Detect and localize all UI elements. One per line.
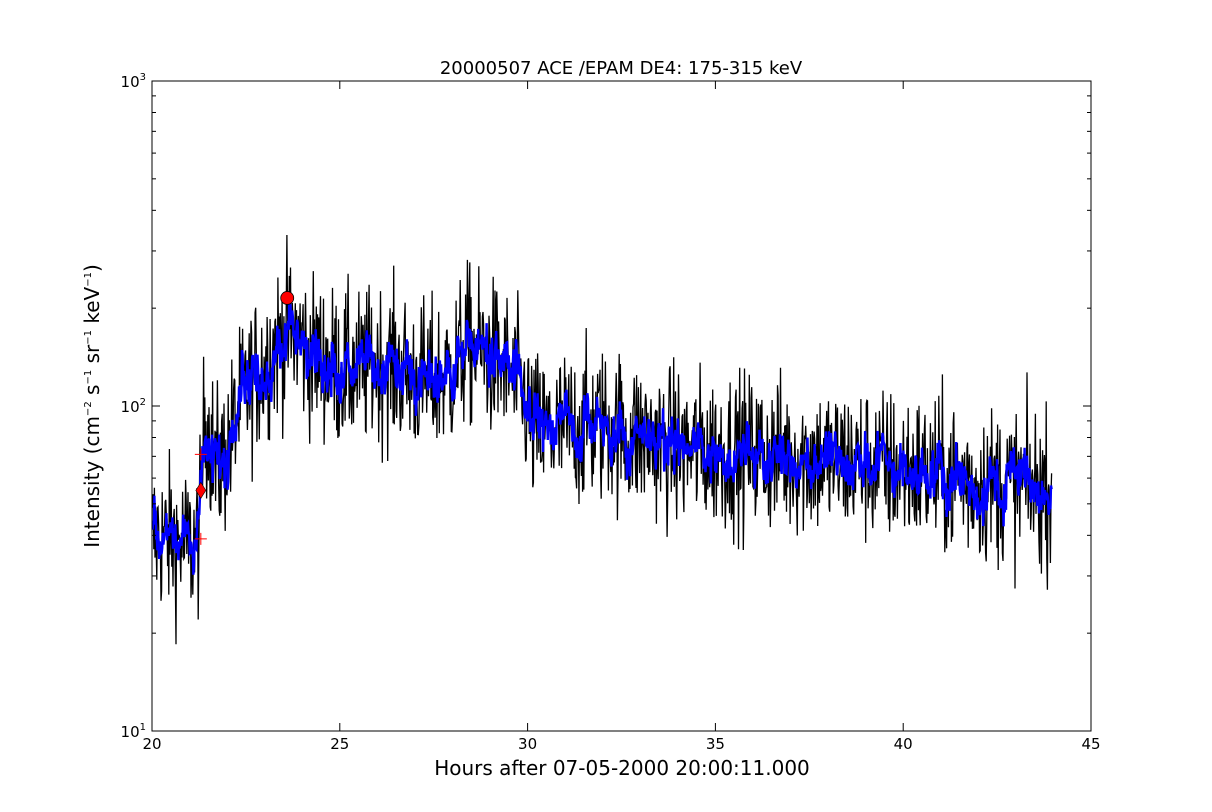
- x-tick-label: 25: [330, 735, 349, 753]
- x-tick-label: 20: [142, 735, 161, 753]
- y-tick-label: 103: [121, 72, 146, 91]
- x-tick-label: 40: [894, 735, 913, 753]
- marker-peak-circle: [280, 291, 295, 305]
- marker-onset-plus: [194, 532, 207, 545]
- marker-onset-diamond: [195, 481, 207, 499]
- y-axis-label: Intensity (cm−2 s−1 sr−1 keV−1): [80, 264, 104, 548]
- x-tick-label: 30: [518, 735, 537, 753]
- x-tick-label: 45: [1081, 735, 1100, 753]
- x-axis-label: Hours after 07-05-2000 20:00:11.000: [434, 756, 810, 780]
- marker-onset-plus: [194, 448, 207, 461]
- plot-area: [152, 234, 1053, 645]
- series-smoothed-intensity-line: [152, 293, 1053, 575]
- y-tick-label: 101: [121, 722, 146, 741]
- y-tick-label: 102: [121, 397, 146, 416]
- chart-title: 20000507 ACE /EPAM DE4: 175-315 keV: [440, 58, 803, 79]
- axis-ticks: 20 25 30 35 40 45 101 102 103: [121, 72, 1101, 753]
- x-tick-label: 35: [706, 735, 725, 753]
